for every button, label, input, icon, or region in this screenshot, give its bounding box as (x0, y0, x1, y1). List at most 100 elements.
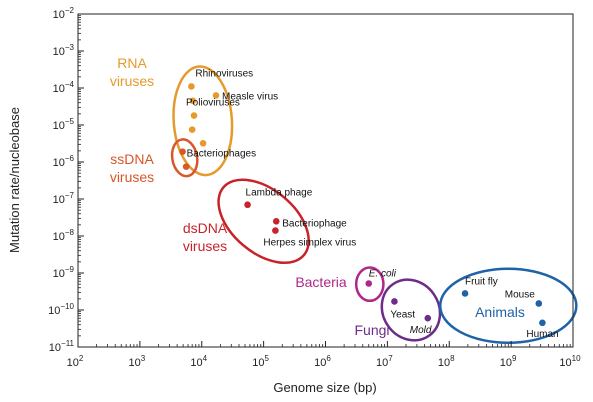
point-label-lambda-phage: Lambda phage (246, 188, 313, 199)
x-tick-label: 109 (500, 354, 517, 369)
data-point-fruit-fly (461, 290, 469, 297)
x-tick-base: 10 (190, 357, 202, 369)
group-label-line: viruses (110, 169, 154, 185)
point-label-e-coli: E. coli (369, 269, 397, 280)
data-point (188, 126, 196, 133)
x-tick-label: 104 (190, 354, 207, 369)
data-point-polioviruses (190, 112, 198, 119)
group-label-line: RNA (117, 55, 147, 71)
y-tick-base: 10 (53, 46, 65, 58)
group-label-ssdna-viruses: ssDNA viruses (110, 151, 155, 185)
group-label-line: Animals (475, 304, 525, 320)
x-tick-exponent: 9 (512, 354, 517, 363)
group-label-line: viruses (110, 73, 154, 89)
y-tick-label: 10−4 (53, 80, 75, 95)
x-tick-base: 10 (559, 357, 571, 369)
x-tick-exponent: 7 (388, 354, 393, 363)
y-axis-title: Mutation rate/nucleobase (7, 107, 22, 253)
y-tick-label: 10−3 (53, 43, 75, 58)
data-point (199, 140, 207, 147)
point-label-herpes-simplex-virus: Herpes simplex virus (263, 238, 356, 249)
point-label-yeast: Yeast (390, 309, 415, 320)
y-tick-exponent: −11 (61, 339, 75, 348)
y-tick-label: 10−6 (53, 154, 75, 169)
y-tick-base: 10 (53, 194, 65, 206)
x-tick-exponent: 2 (79, 354, 84, 363)
group-label-bacteria: Bacteria (295, 274, 347, 290)
group-label-line: viruses (183, 238, 227, 254)
point-label-fruit-fly: Fruit fly (465, 276, 498, 287)
y-tick-label: 10−9 (53, 265, 75, 280)
y-tick-base: 10 (53, 268, 65, 280)
y-tick-exponent: −7 (65, 191, 75, 200)
data-point-human (539, 319, 546, 327)
x-tick-exponent: 5 (265, 354, 270, 363)
y-tick-label: 10−10 (48, 302, 74, 317)
x-tick-label: 107 (376, 354, 393, 369)
group-labels: RNA viruses ssDNA viruses dsDNA viruses Bacter… (110, 55, 525, 338)
y-tick-base: 10 (53, 120, 65, 132)
point-label-bacteriophage: Bacteriophage (282, 218, 347, 229)
x-tick-exponent: 8 (450, 354, 455, 363)
data-point-lambda-phage (244, 201, 251, 209)
data-point (182, 163, 190, 170)
y-tick-base: 10 (53, 83, 65, 95)
data-point-rhinoviruses (188, 83, 195, 90)
data-point-herpes-simplex-virus (272, 227, 279, 234)
y-tick-label: 10−8 (53, 228, 75, 243)
point-label-human: Human (526, 329, 558, 340)
x-tick-exponent: 3 (141, 354, 146, 363)
group-label-animals: Animals (475, 304, 525, 320)
data-point-mouse (535, 300, 543, 307)
x-tick-label: 106 (314, 354, 331, 369)
data-point-mold (424, 314, 432, 322)
y-tick-base: 10 (48, 305, 60, 317)
y-tick-base: 10 (49, 342, 61, 354)
group-label-line: Fungi (354, 322, 389, 338)
dsdna-viruses-ellipse (217, 178, 310, 265)
fungi-ellipse (380, 278, 442, 342)
data-point-bacteriophages (179, 148, 186, 155)
y-tick-exponent: −10 (60, 302, 74, 311)
point-label-mold: Mold (410, 325, 432, 336)
y-tick-label: 10−7 (53, 191, 75, 206)
y-axis-ticks: 10−210−310−410−510−610−710−810−910−1010−… (48, 6, 84, 354)
point-label-polioviruses: Polioviruses (186, 98, 240, 109)
x-axis-title: Genome size (bp) (273, 380, 376, 395)
y-tick-label: 10−11 (49, 339, 75, 354)
x-tick-label: 102 (67, 354, 84, 369)
x-tick-exponent: 6 (326, 354, 331, 363)
y-tick-base: 10 (53, 157, 65, 169)
x-tick-base: 10 (314, 357, 326, 369)
group-label-dsdna-viruses: dsDNA viruses (183, 220, 228, 254)
data-points (179, 83, 546, 327)
data-point-bacteriophage (272, 217, 280, 225)
y-tick-base: 10 (53, 9, 65, 21)
y-tick-exponent: −4 (65, 80, 75, 89)
x-axis-ticks: 102 103 104 105 106 107 108 109 1010 (67, 341, 581, 369)
x-tick-label: 108 (438, 354, 455, 369)
y-tick-exponent: −5 (65, 117, 75, 126)
x-tick-base: 10 (500, 357, 512, 369)
ssdna-viruses-ellipse (170, 138, 199, 178)
group-label-line: Bacteria (295, 274, 347, 290)
point-label-bacteriophages: Bacteriophages (187, 149, 256, 160)
x-tick-exponent: 4 (203, 354, 208, 363)
group-ellipses (170, 65, 578, 345)
x-tick-label: 1010 (559, 354, 581, 369)
x-tick-base: 10 (67, 357, 79, 369)
group-label-line: dsDNA (183, 220, 228, 236)
y-tick-exponent: −2 (65, 6, 75, 15)
y-tick-exponent: −6 (65, 154, 75, 163)
data-point (189, 97, 197, 105)
y-tick-label: 10−5 (53, 117, 75, 132)
x-tick-base: 10 (376, 357, 388, 369)
animals-ellipse (438, 267, 578, 345)
bacteria-ellipse (354, 266, 385, 303)
x-tick-base: 10 (252, 357, 264, 369)
data-point-measle-virus (212, 92, 220, 99)
y-tick-exponent: −8 (65, 228, 75, 237)
y-tick-exponent: −9 (65, 265, 75, 274)
